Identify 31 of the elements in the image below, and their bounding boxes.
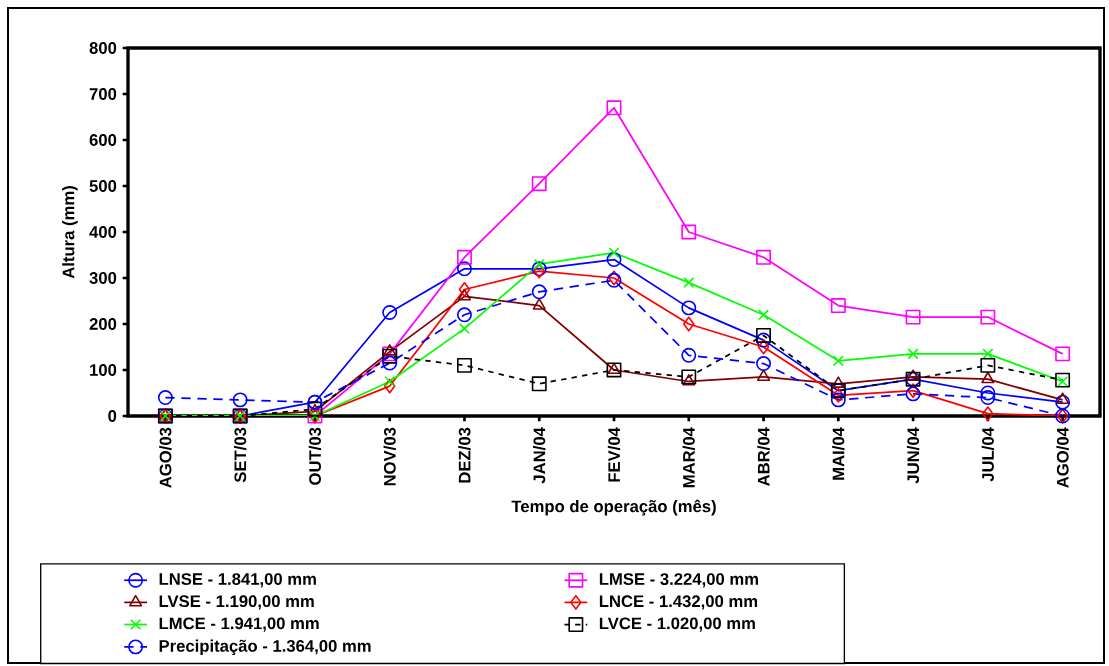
x-tick-label: ABR/04 [757, 427, 770, 486]
legend-label: LMCE - 1.941,00 mm [159, 617, 319, 632]
x-tick-label: SET/03 [233, 427, 247, 483]
x-tick-label: AGO/03 [159, 427, 172, 488]
y-tick-label: 700 [89, 88, 117, 100]
x-tick-label: DEZ/03 [458, 427, 471, 483]
x-tick-label: JAN/04 [533, 427, 546, 484]
legend-label: Precipitação - 1.364,00 mm [159, 639, 371, 656]
legend-label: LMSE - 3.224,00 mm [599, 573, 758, 588]
x-tick-label: FEV/04 [607, 427, 621, 482]
y-tick-label: 500 [89, 180, 117, 192]
x-tick-label: JUL/04 [981, 427, 995, 482]
x-tick-label: MAI/04 [832, 427, 845, 480]
y-tick-label: 100 [90, 364, 117, 376]
x-tick-label: AGO/04 [1056, 427, 1069, 488]
legend-label: LVSE - 1.190,00 mm [159, 595, 314, 610]
y-tick-label: 200 [89, 318, 117, 330]
x-tick-label: NOV/03 [383, 427, 396, 486]
x-tick-label: OUT/03 [308, 427, 322, 485]
y-tick-label: 400 [89, 226, 117, 238]
x-axis-title: Tempo de operação (mês) [511, 499, 716, 516]
legend-label: LNCE - 1.432,00 mm [599, 595, 758, 610]
legend-label: LNSE - 1.841,00 mm [159, 573, 316, 588]
y-tick-label: 600 [89, 134, 117, 146]
x-tick-label: JUN/04 [906, 427, 920, 484]
legend-label: LVCE - 1.020,00 mm [599, 617, 755, 632]
x-tick-label: MAR/04 [682, 427, 695, 488]
y-tick-label: 300 [89, 272, 117, 284]
y-tick-label: 800 [89, 42, 117, 54]
y-axis-title: Altura (mm) [62, 186, 78, 279]
y-tick-label: 0 [108, 410, 117, 422]
